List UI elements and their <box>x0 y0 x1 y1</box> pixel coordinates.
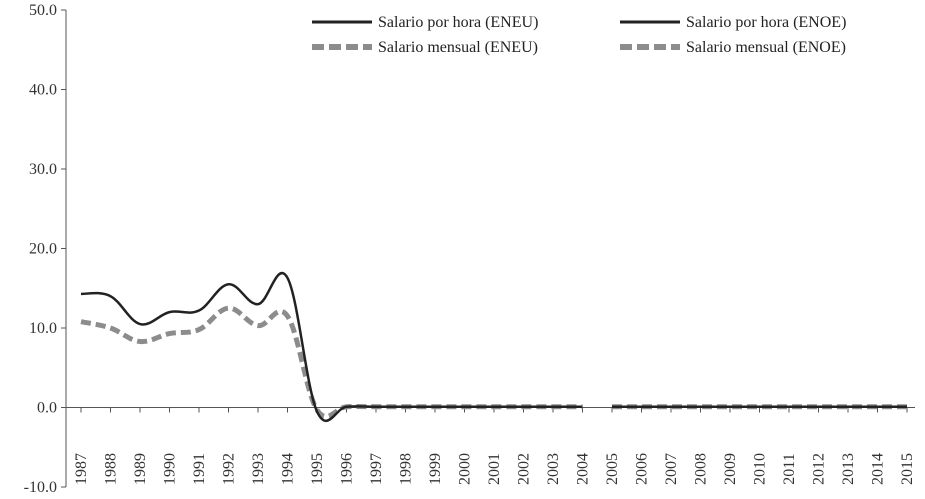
y-tick-label: 40.0 <box>29 82 57 99</box>
y-tick-label: 20.0 <box>29 241 57 258</box>
x-tick-label: 2003 <box>545 453 562 485</box>
y-tick-label: 50.0 <box>29 2 57 19</box>
legend-label: Salario por hora (ENOE) <box>686 14 846 31</box>
legend-label: Salario mensual (ENEU) <box>378 39 538 56</box>
x-tick-label: 1991 <box>191 453 208 485</box>
x-tick-label: 2008 <box>693 453 710 485</box>
legend: Salario por hora (ENEU) Salario por hora … <box>312 14 846 56</box>
y-tick-label: 10.0 <box>29 320 57 337</box>
legend-label: Salario por hora (ENEU) <box>378 14 538 31</box>
x-tick-label: 2014 <box>870 453 887 485</box>
x-tick-label: 1992 <box>221 453 238 485</box>
x-tick-label: 1989 <box>132 453 149 485</box>
x-tick-label: 2006 <box>634 453 651 485</box>
axes <box>65 10 915 487</box>
x-tick-label: 1995 <box>309 453 326 485</box>
x-tick-label: 2011 <box>781 453 798 484</box>
x-tick-label: 1997 <box>368 453 385 485</box>
x-tick-label: 2009 <box>722 453 739 485</box>
y-tick-label: 0.0 <box>37 400 57 417</box>
series-line-0 <box>80 272 583 422</box>
x-tick-label: 2013 <box>840 453 857 485</box>
x-tick-label: 2005 <box>604 453 621 485</box>
x-tick-label: 2015 <box>899 453 916 485</box>
x-tick-label: 1999 <box>427 453 444 485</box>
y-tick-label: 30.0 <box>29 161 57 178</box>
x-tick-label: 1993 <box>250 453 267 485</box>
x-tick-label: 2012 <box>811 453 828 485</box>
y-tick-label: -10.0 <box>24 479 57 496</box>
x-tick-label: 1990 <box>162 453 179 485</box>
x-tick-label: 1996 <box>339 453 356 485</box>
series-line-2 <box>80 305 583 419</box>
x-tick-label: 1988 <box>103 453 120 485</box>
x-tick-label: 2002 <box>516 453 533 485</box>
x-tick-label: 1987 <box>73 453 90 485</box>
x-axis-ticks: 1987 1988 1989 1990 1991 1992 1993 1994 1995 1996… <box>73 407 916 485</box>
series-layer <box>80 272 907 422</box>
legend-label: Salario mensual (ENOE) <box>686 39 846 56</box>
x-tick-label: 1998 <box>398 453 415 485</box>
x-tick-label: 2000 <box>457 453 474 485</box>
x-tick-label: 1994 <box>280 453 297 485</box>
x-tick-label: 2007 <box>663 453 680 485</box>
y-axis-ticks: 50.0 40.0 30.0 20.0 10.0 0.0 -10.0 <box>24 2 66 496</box>
x-tick-label: 2001 <box>486 453 503 485</box>
x-tick-label: 2010 <box>752 453 769 485</box>
x-tick-label: 2004 <box>575 453 592 485</box>
